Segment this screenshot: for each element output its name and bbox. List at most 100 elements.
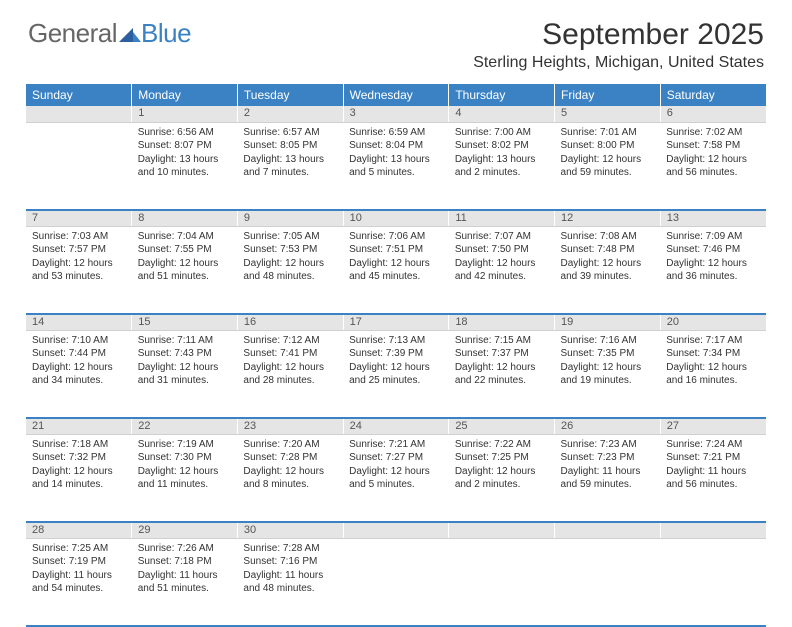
weekday-header: Tuesday bbox=[237, 84, 343, 106]
day-content-cell: Sunrise: 7:22 AMSunset: 7:25 PMDaylight:… bbox=[449, 434, 555, 522]
day-number-cell: 10 bbox=[343, 210, 449, 226]
sunset-text: Sunset: 7:30 PM bbox=[138, 451, 232, 465]
day-number-cell: 11 bbox=[449, 210, 555, 226]
sunrise-text: Sunrise: 7:28 AM bbox=[243, 542, 337, 556]
day-number-cell: 4 bbox=[449, 106, 555, 122]
daylight-text: Daylight: 12 hours and 56 minutes. bbox=[666, 153, 760, 180]
day-number-row: 78910111213 bbox=[26, 210, 766, 226]
sunset-text: Sunset: 7:23 PM bbox=[561, 451, 655, 465]
logo: General Blue bbox=[28, 18, 191, 49]
day-content-cell: Sunrise: 7:21 AMSunset: 7:27 PMDaylight:… bbox=[343, 434, 449, 522]
day-content-cell bbox=[555, 538, 661, 626]
day-content-cell: Sunrise: 7:04 AMSunset: 7:55 PMDaylight:… bbox=[132, 226, 238, 314]
day-number-cell: 24 bbox=[343, 418, 449, 434]
sunset-text: Sunset: 7:50 PM bbox=[455, 243, 549, 257]
day-number-row: 123456 bbox=[26, 106, 766, 122]
sunrise-text: Sunrise: 7:26 AM bbox=[138, 542, 232, 556]
day-content-cell: Sunrise: 7:09 AMSunset: 7:46 PMDaylight:… bbox=[660, 226, 766, 314]
sunset-text: Sunset: 7:48 PM bbox=[561, 243, 655, 257]
calendar-table: Sunday Monday Tuesday Wednesday Thursday… bbox=[26, 84, 766, 627]
sunset-text: Sunset: 7:18 PM bbox=[138, 555, 232, 569]
sunset-text: Sunset: 7:51 PM bbox=[349, 243, 443, 257]
daylight-text: Daylight: 12 hours and 53 minutes. bbox=[32, 257, 126, 284]
daylight-text: Daylight: 11 hours and 56 minutes. bbox=[666, 465, 760, 492]
day-number-cell: 29 bbox=[132, 522, 238, 538]
day-number-cell: 7 bbox=[26, 210, 132, 226]
day-number-cell: 20 bbox=[660, 314, 766, 330]
day-content-cell: Sunrise: 7:13 AMSunset: 7:39 PMDaylight:… bbox=[343, 330, 449, 418]
day-content-row: Sunrise: 7:18 AMSunset: 7:32 PMDaylight:… bbox=[26, 434, 766, 522]
daylight-text: Daylight: 12 hours and 8 minutes. bbox=[243, 465, 337, 492]
weekday-header-row: Sunday Monday Tuesday Wednesday Thursday… bbox=[26, 84, 766, 106]
sunrise-text: Sunrise: 7:25 AM bbox=[32, 542, 126, 556]
sunset-text: Sunset: 7:19 PM bbox=[32, 555, 126, 569]
day-content-cell: Sunrise: 7:16 AMSunset: 7:35 PMDaylight:… bbox=[555, 330, 661, 418]
day-content-row: Sunrise: 7:03 AMSunset: 7:57 PMDaylight:… bbox=[26, 226, 766, 314]
day-number-cell: 13 bbox=[660, 210, 766, 226]
sunrise-text: Sunrise: 7:03 AM bbox=[32, 230, 126, 244]
day-number-cell: 18 bbox=[449, 314, 555, 330]
day-number-cell: 17 bbox=[343, 314, 449, 330]
daylight-text: Daylight: 12 hours and 51 minutes. bbox=[138, 257, 232, 284]
daylight-text: Daylight: 11 hours and 48 minutes. bbox=[243, 569, 337, 596]
day-number-cell: 8 bbox=[132, 210, 238, 226]
day-content-cell: Sunrise: 7:01 AMSunset: 8:00 PMDaylight:… bbox=[555, 122, 661, 210]
daylight-text: Daylight: 12 hours and 34 minutes. bbox=[32, 361, 126, 388]
daylight-text: Daylight: 12 hours and 14 minutes. bbox=[32, 465, 126, 492]
weekday-header: Thursday bbox=[449, 84, 555, 106]
sunrise-text: Sunrise: 7:18 AM bbox=[32, 438, 126, 452]
day-content-cell: Sunrise: 7:06 AMSunset: 7:51 PMDaylight:… bbox=[343, 226, 449, 314]
sunrise-text: Sunrise: 7:06 AM bbox=[349, 230, 443, 244]
day-number-row: 21222324252627 bbox=[26, 418, 766, 434]
day-content-cell: Sunrise: 7:19 AMSunset: 7:30 PMDaylight:… bbox=[132, 434, 238, 522]
day-content-cell: Sunrise: 6:57 AMSunset: 8:05 PMDaylight:… bbox=[237, 122, 343, 210]
logo-text-blue: Blue bbox=[141, 18, 191, 49]
sunrise-text: Sunrise: 7:11 AM bbox=[138, 334, 232, 348]
day-number-cell: 21 bbox=[26, 418, 132, 434]
day-number-cell: 28 bbox=[26, 522, 132, 538]
sunrise-text: Sunrise: 7:01 AM bbox=[561, 126, 655, 140]
day-content-cell: Sunrise: 7:20 AMSunset: 7:28 PMDaylight:… bbox=[237, 434, 343, 522]
day-content-cell: Sunrise: 7:25 AMSunset: 7:19 PMDaylight:… bbox=[26, 538, 132, 626]
sunset-text: Sunset: 8:04 PM bbox=[349, 139, 443, 153]
sunset-text: Sunset: 7:43 PM bbox=[138, 347, 232, 361]
sunset-text: Sunset: 8:05 PM bbox=[243, 139, 337, 153]
day-number-cell: 6 bbox=[660, 106, 766, 122]
sunset-text: Sunset: 7:34 PM bbox=[666, 347, 760, 361]
sunset-text: Sunset: 7:25 PM bbox=[455, 451, 549, 465]
day-number-cell: 19 bbox=[555, 314, 661, 330]
day-number-cell: 12 bbox=[555, 210, 661, 226]
weekday-header: Saturday bbox=[660, 84, 766, 106]
daylight-text: Daylight: 12 hours and 36 minutes. bbox=[666, 257, 760, 284]
daylight-text: Daylight: 12 hours and 16 minutes. bbox=[666, 361, 760, 388]
sunrise-text: Sunrise: 7:22 AM bbox=[455, 438, 549, 452]
month-title: September 2025 bbox=[473, 18, 764, 52]
day-content-cell bbox=[449, 538, 555, 626]
day-number-cell: 26 bbox=[555, 418, 661, 434]
sunset-text: Sunset: 7:39 PM bbox=[349, 347, 443, 361]
day-number-cell: 9 bbox=[237, 210, 343, 226]
day-number-row: 282930 bbox=[26, 522, 766, 538]
day-number-cell: 25 bbox=[449, 418, 555, 434]
day-content-cell: Sunrise: 7:24 AMSunset: 7:21 PMDaylight:… bbox=[660, 434, 766, 522]
sunrise-text: Sunrise: 7:04 AM bbox=[138, 230, 232, 244]
sunrise-text: Sunrise: 7:19 AM bbox=[138, 438, 232, 452]
sunset-text: Sunset: 8:00 PM bbox=[561, 139, 655, 153]
day-content-row: Sunrise: 7:25 AMSunset: 7:19 PMDaylight:… bbox=[26, 538, 766, 626]
day-content-cell: Sunrise: 7:15 AMSunset: 7:37 PMDaylight:… bbox=[449, 330, 555, 418]
weekday-header: Sunday bbox=[26, 84, 132, 106]
day-number-cell: 2 bbox=[237, 106, 343, 122]
daylight-text: Daylight: 11 hours and 54 minutes. bbox=[32, 569, 126, 596]
day-content-cell: Sunrise: 7:12 AMSunset: 7:41 PMDaylight:… bbox=[237, 330, 343, 418]
sunset-text: Sunset: 7:58 PM bbox=[666, 139, 760, 153]
title-block: September 2025 Sterling Heights, Michiga… bbox=[473, 18, 764, 72]
day-content-cell: Sunrise: 6:56 AMSunset: 8:07 PMDaylight:… bbox=[132, 122, 238, 210]
day-content-cell: Sunrise: 7:07 AMSunset: 7:50 PMDaylight:… bbox=[449, 226, 555, 314]
daylight-text: Daylight: 12 hours and 59 minutes. bbox=[561, 153, 655, 180]
daylight-text: Daylight: 11 hours and 59 minutes. bbox=[561, 465, 655, 492]
day-number-cell: 22 bbox=[132, 418, 238, 434]
sunset-text: Sunset: 7:35 PM bbox=[561, 347, 655, 361]
day-content-cell: Sunrise: 7:11 AMSunset: 7:43 PMDaylight:… bbox=[132, 330, 238, 418]
sunset-text: Sunset: 7:41 PM bbox=[243, 347, 337, 361]
day-content-cell: Sunrise: 7:05 AMSunset: 7:53 PMDaylight:… bbox=[237, 226, 343, 314]
